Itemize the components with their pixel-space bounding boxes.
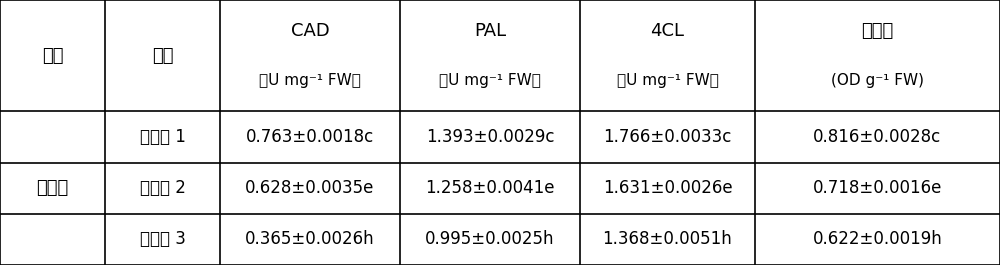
Text: （U mg⁻¹ FW）: （U mg⁻¹ FW） xyxy=(259,73,361,88)
Text: 1.258±0.0041e: 1.258±0.0041e xyxy=(425,179,555,197)
Text: 1.368±0.0051h: 1.368±0.0051h xyxy=(603,230,732,248)
Text: 实施例 2: 实施例 2 xyxy=(140,179,185,197)
Text: 实施例 3: 实施例 3 xyxy=(140,230,185,248)
Text: 1.766±0.0033c: 1.766±0.0033c xyxy=(603,128,732,146)
Text: 时期: 时期 xyxy=(42,47,63,65)
Text: PAL: PAL xyxy=(474,22,506,40)
Text: 盛花期: 盛花期 xyxy=(36,179,69,197)
Text: 0.628±0.0035e: 0.628±0.0035e xyxy=(245,179,375,197)
Text: CAD: CAD xyxy=(291,22,329,40)
Text: （U mg⁻¹ FW）: （U mg⁻¹ FW） xyxy=(617,73,718,88)
Text: 0.995±0.0025h: 0.995±0.0025h xyxy=(425,230,555,248)
Text: 4CL: 4CL xyxy=(650,22,684,40)
Text: 1.393±0.0029c: 1.393±0.0029c xyxy=(426,128,554,146)
Text: 0.763±0.0018c: 0.763±0.0018c xyxy=(246,128,374,146)
Text: 处理: 处理 xyxy=(152,47,173,65)
Text: 0.622±0.0019h: 0.622±0.0019h xyxy=(813,230,942,248)
Text: 0.816±0.0028c: 0.816±0.0028c xyxy=(813,128,942,146)
Text: (OD g⁻¹ FW): (OD g⁻¹ FW) xyxy=(831,73,924,88)
Text: （U mg⁻¹ FW）: （U mg⁻¹ FW） xyxy=(439,73,541,88)
Text: 0.365±0.0026h: 0.365±0.0026h xyxy=(245,230,375,248)
Text: 0.718±0.0016e: 0.718±0.0016e xyxy=(813,179,942,197)
Text: 实施例 1: 实施例 1 xyxy=(140,128,185,146)
Text: 1.631±0.0026e: 1.631±0.0026e xyxy=(603,179,732,197)
Text: 木质素: 木质素 xyxy=(861,22,894,40)
